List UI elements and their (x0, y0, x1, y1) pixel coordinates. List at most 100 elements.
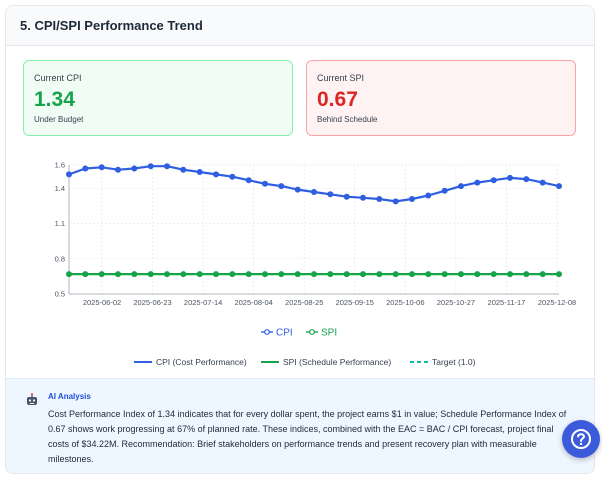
cpi-data-point (376, 196, 383, 202)
cpi-metric-card: Current CPI 1.34 Under Budget (23, 60, 293, 136)
y-tick-label: 1.4 (55, 184, 65, 193)
spi-data-point (474, 271, 481, 278)
spi-data-point (539, 271, 546, 278)
spi-data-point (196, 271, 203, 278)
x-tick-label: 2025-08-04 (234, 298, 272, 307)
spi-status: Behind Schedule (317, 115, 378, 124)
spi-data-point (147, 271, 154, 278)
cpi-data-point (262, 180, 268, 187)
cpi-label: Current CPI (34, 73, 82, 83)
spi-data-point (229, 271, 236, 278)
x-tick-label: 2025-06-23 (133, 298, 171, 307)
cpi-data-point (458, 183, 464, 190)
y-tick-label: 0.8 (55, 254, 65, 263)
cpi-data-point (213, 171, 219, 178)
cpi-data-point (311, 189, 317, 195)
cpi-data-point (523, 176, 530, 183)
spi-data-point (556, 271, 562, 278)
cpi-data-point (441, 187, 448, 194)
ai-analysis-title: AI Analysis (48, 392, 91, 401)
spi-data-point (213, 271, 219, 278)
cpi-data-point (392, 198, 399, 205)
spi-data-point (66, 271, 72, 278)
cpi-data-point (245, 177, 252, 184)
robot-icon (27, 393, 37, 405)
cpi-data-point (474, 179, 481, 186)
cpi-value: 1.34 (34, 88, 75, 111)
cpi-data-point (131, 165, 138, 172)
x-tick-label: 2025-06-02 (83, 298, 121, 307)
performance-trend-card: 5. CPI/SPI Performance Trend Current CPI… (5, 5, 595, 474)
cpi-data-point (539, 179, 546, 186)
cpi-data-point (343, 193, 350, 200)
spi-data-point (458, 271, 464, 278)
spi-data-point (441, 271, 448, 278)
x-tick-label: 2025-11-17 (488, 298, 526, 307)
cpi-data-point (409, 196, 415, 202)
spi-data-point (98, 271, 105, 278)
spi-data-point (327, 271, 334, 278)
cpi-data-point (507, 174, 513, 181)
x-tick-label: 2025-08-25 (285, 298, 323, 307)
spi-data-point (507, 271, 513, 278)
cpi-data-point (556, 183, 562, 190)
cpi-data-point (294, 186, 301, 193)
spi-data-point (115, 271, 121, 278)
cpi-data-point (147, 163, 154, 170)
cpi-data-point (82, 165, 89, 172)
section-title: 5. CPI/SPI Performance Trend (20, 18, 203, 33)
spi-data-point (409, 271, 415, 278)
spi-data-point (278, 271, 285, 278)
y-tick-label: 1.6 (55, 161, 65, 170)
ai-analysis-panel: AI Analysis Cost Performance Index of 1.… (6, 378, 594, 473)
cpi-series-line (68, 165, 560, 203)
help-icon (571, 429, 591, 449)
spi-data-point (523, 271, 530, 278)
ai-analysis-text: Cost Performance Index of 1.34 indicates… (48, 409, 567, 464)
legend-marker (309, 329, 315, 335)
spi-data-point (376, 271, 383, 278)
spi-data-point (245, 271, 252, 278)
spi-data-point (425, 271, 432, 278)
spi-data-point (490, 271, 497, 278)
spi-data-point (82, 271, 89, 278)
spi-data-point (131, 271, 138, 278)
cpi-data-point (115, 166, 121, 173)
cpi-data-point (66, 171, 72, 178)
spi-metric-card: Current SPI 0.67 Behind Schedule (306, 60, 576, 136)
cpi-data-point (180, 166, 187, 173)
help-button[interactable] (562, 420, 600, 458)
x-tick-label: 2025-09-15 (336, 298, 374, 307)
y-tick-label: 1.1 (55, 219, 65, 228)
spi-data-point (360, 271, 366, 278)
cpi-data-point (164, 163, 170, 170)
cpi-data-point (278, 183, 285, 190)
spi-data-point (311, 271, 317, 278)
cpi-data-point (98, 164, 105, 171)
spi-data-point (392, 271, 399, 278)
x-tick-label: 2025-10-06 (386, 298, 424, 307)
card-header: 5. CPI/SPI Performance Trend (6, 6, 594, 46)
y-tick-label: 0.5 (55, 290, 65, 299)
cpi-data-point (490, 177, 497, 184)
cpi-data-point (229, 173, 236, 180)
cpi-data-point (425, 192, 432, 199)
cpi-data-point (196, 169, 203, 175)
legend-label: CPI (276, 328, 293, 339)
x-tick-label: 2025-07-14 (184, 298, 222, 307)
legend-bottom-label: CPI (Cost Performance) (156, 357, 247, 367)
spi-data-point (180, 271, 187, 278)
cpi-status: Under Budget (34, 115, 84, 124)
legend-marker (264, 329, 270, 335)
spi-data-point (164, 271, 170, 278)
spi-value: 0.67 (317, 88, 358, 111)
legend-bottom-label: SPI (Schedule Performance) (283, 357, 391, 367)
legend-bottom-label: Target (1.0) (432, 357, 476, 367)
legend-label: SPI (321, 328, 337, 339)
spi-data-point (262, 271, 268, 278)
spi-data-point (294, 271, 301, 278)
spi-data-point (343, 271, 350, 278)
cpi-data-point (360, 194, 366, 201)
x-tick-label: 2025-10-27 (437, 298, 475, 307)
cpi-spi-line-chart: 1.6 1.4 1.1 0.8 0.5 2025-06-02 2025-06-23 2025-… (55, 161, 577, 368)
